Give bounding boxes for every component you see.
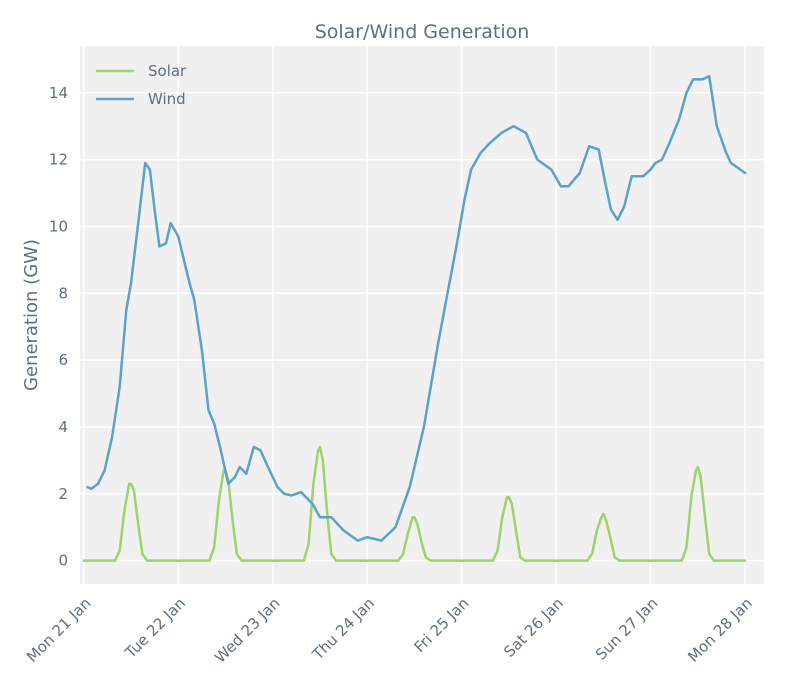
y-tick-label: 2 (58, 485, 68, 503)
plot-area (80, 46, 764, 584)
series-layer (82, 74, 747, 562)
series-line-solar (82, 445, 747, 562)
grid-lines (80, 46, 764, 584)
chart-title: Solar/Wind Generation (315, 21, 530, 43)
x-tick-label: Tue 22 Jan (121, 594, 189, 662)
legend: Solar Wind (96, 62, 187, 108)
x-tick-label: Mon 28 Jan (684, 594, 756, 666)
x-tick-label: Wed 23 Jan (211, 594, 283, 666)
y-tick-label: 10 (49, 217, 68, 235)
x-tick-label: Fri 25 Jan (411, 594, 473, 656)
y-tick-label: 14 (49, 84, 68, 102)
x-axis-ticks: Mon 21 Jan Tue 22 Jan Wed 23 Jan Thu 24 Jan… (23, 594, 756, 666)
x-tick-label: Thu 24 Jan (308, 594, 378, 664)
y-tick-label: 8 (58, 284, 68, 302)
x-tick-label: Sun 27 Jan (592, 594, 661, 663)
x-tick-label: Mon 21 Jan (23, 594, 95, 666)
legend-label-wind: Wind (148, 90, 186, 108)
series-line-wind (86, 74, 747, 542)
y-tick-label: 0 (58, 552, 68, 570)
y-axis-label: Generation (GW) (21, 239, 42, 391)
x-tick-label: Sat 26 Jan (500, 594, 567, 661)
y-axis-ticks: 0 2 4 6 8 10 12 14 (49, 84, 68, 570)
y-tick-label: 6 (58, 351, 68, 369)
y-tick-label: 12 (49, 151, 68, 169)
y-tick-label: 4 (58, 418, 68, 436)
legend-label-solar: Solar (148, 62, 187, 80)
